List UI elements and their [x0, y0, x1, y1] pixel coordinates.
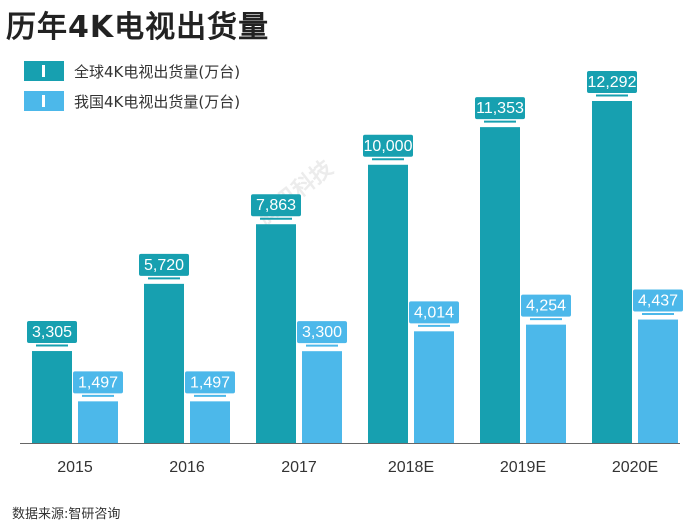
legend-label-global: 全球4K电视出货量(万台)	[74, 62, 241, 81]
legend-swatch-china	[24, 91, 64, 111]
value-label-0-1: 5,720	[144, 257, 184, 274]
value-label-0-5: 12,292	[588, 74, 637, 91]
value-label-box-0-3	[363, 134, 413, 157]
bar-global-2018E	[368, 164, 408, 443]
value-label-1-1: 1,497	[190, 374, 230, 391]
value-label-box-1-3	[409, 301, 459, 324]
value-label-box-0-1	[139, 253, 189, 276]
value-label-1-3: 4,014	[414, 304, 454, 321]
value-label-box-1-5	[633, 289, 683, 312]
bar-china-2020E	[638, 319, 678, 443]
value-label-0-4: 11,353	[476, 100, 524, 117]
legend: 全球4K电视出货量(万台) 我国4K电视出货量(万台)	[24, 56, 240, 116]
legend-item-china: 我国4K电视出货量(万台)	[24, 86, 240, 116]
bar-global-2016	[144, 283, 184, 443]
value-label-0-3: 10,000	[364, 138, 413, 155]
legend-label-china: 我国4K电视出货量(万台)	[74, 92, 241, 111]
bar-china-2016	[190, 401, 230, 443]
bar-global-2017	[256, 224, 296, 443]
x-tick-label-2020E: 2020E	[612, 459, 658, 476]
legend-item-global: 全球4K电视出货量(万台)	[24, 56, 240, 86]
x-tick-label-2019E: 2019E	[500, 459, 546, 476]
value-label-box-0-5	[587, 71, 637, 93]
value-label-1-5: 4,437	[638, 293, 678, 310]
value-label-box-1-4	[521, 294, 571, 317]
value-label-0-0: 3,305	[32, 324, 72, 341]
value-label-box-1-1	[185, 371, 235, 394]
value-label-box-1-0	[73, 371, 123, 394]
value-label-1-0: 1,497	[78, 374, 118, 391]
x-tick-label-2015: 2015	[57, 459, 93, 476]
bar-china-2017	[302, 351, 342, 443]
value-label-0-2: 7,863	[256, 197, 296, 214]
bar-global-2020E	[592, 101, 632, 443]
bar-global-2015	[32, 351, 72, 443]
x-tick-label-2016: 2016	[169, 459, 205, 476]
value-label-1-4: 4,254	[526, 298, 566, 315]
value-label-box-1-2	[297, 321, 347, 344]
x-tick-label-2018E: 2018E	[388, 459, 434, 476]
value-label-1-2: 3,300	[302, 324, 342, 341]
bar-china-2015	[78, 401, 118, 443]
bar-global-2019E	[480, 127, 520, 444]
value-label-box-0-2	[251, 194, 301, 217]
bar-china-2019E	[526, 324, 566, 443]
source-note: 数据来源:智研咨询	[12, 507, 121, 522]
bar-china-2018E	[414, 331, 454, 443]
legend-swatch-global	[24, 61, 64, 81]
value-label-box-0-0	[27, 321, 77, 344]
chart-title: 历年4K电视出货量	[6, 10, 270, 45]
x-tick-label-2017: 2017	[281, 459, 317, 476]
value-label-box-0-4	[475, 97, 525, 120]
